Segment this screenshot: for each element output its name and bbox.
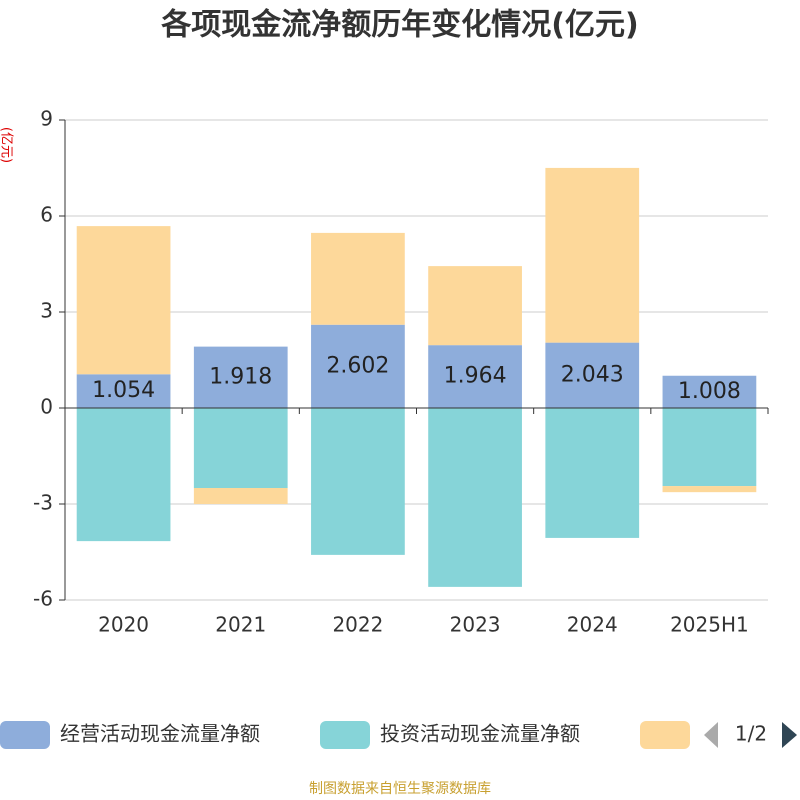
- y-axis-label: (亿元): [0, 127, 14, 163]
- bar: [428, 266, 522, 346]
- legend-next[interactable]: [782, 722, 797, 748]
- legend-page: 1/2: [735, 722, 767, 746]
- data-label: 2.602: [326, 353, 389, 378]
- y-tick-label: 9: [40, 107, 53, 131]
- bar: [545, 342, 640, 408]
- y-tick-label: 3: [40, 299, 53, 323]
- chart-title: 各项现金流净额历年变化情况(亿元): [160, 8, 638, 43]
- data-label: 1.054: [92, 378, 155, 403]
- bar: [662, 375, 757, 408]
- bar: [311, 324, 405, 408]
- bar: [76, 374, 171, 408]
- bar: [428, 408, 522, 587]
- data-label: 2.043: [561, 362, 624, 387]
- x-tick-label: 2021: [215, 613, 266, 637]
- bar: [311, 232, 405, 325]
- legend-swatch: [320, 721, 370, 749]
- y-tick-label: -6: [33, 587, 53, 611]
- source: 制图数据来自恒生聚源数据库: [309, 781, 491, 797]
- bar: [545, 167, 640, 343]
- x-tick-label: 2024: [567, 613, 618, 637]
- bar: [193, 346, 288, 408]
- legend-label: 经营活动现金流量净额: [60, 722, 260, 746]
- y-tick-label: 0: [40, 395, 53, 419]
- y-tick-label: 6: [40, 203, 53, 227]
- legend-swatch: [0, 721, 50, 749]
- data-label: 1.964: [444, 364, 507, 389]
- data-label: 1.918: [209, 364, 272, 389]
- bar: [76, 226, 171, 375]
- legend-label: 投资活动现金流量净额: [380, 722, 580, 746]
- bar: [193, 488, 288, 504]
- bar: [428, 345, 522, 408]
- y-tick-label: -3: [33, 491, 53, 515]
- bar: [193, 408, 288, 488]
- legend-prev[interactable]: [704, 722, 718, 748]
- bar: [662, 408, 757, 487]
- x-tick-label: 2025H1: [670, 613, 749, 637]
- data-label: 1.008: [678, 379, 741, 404]
- bar: [311, 408, 405, 555]
- x-tick-label: 2022: [332, 613, 383, 637]
- bar: [545, 408, 640, 538]
- x-tick-label: 2023: [450, 613, 501, 637]
- legend-swatch: [640, 721, 690, 749]
- x-tick-label: 2020: [98, 613, 149, 637]
- bar: [662, 486, 757, 493]
- bar: [76, 408, 171, 542]
